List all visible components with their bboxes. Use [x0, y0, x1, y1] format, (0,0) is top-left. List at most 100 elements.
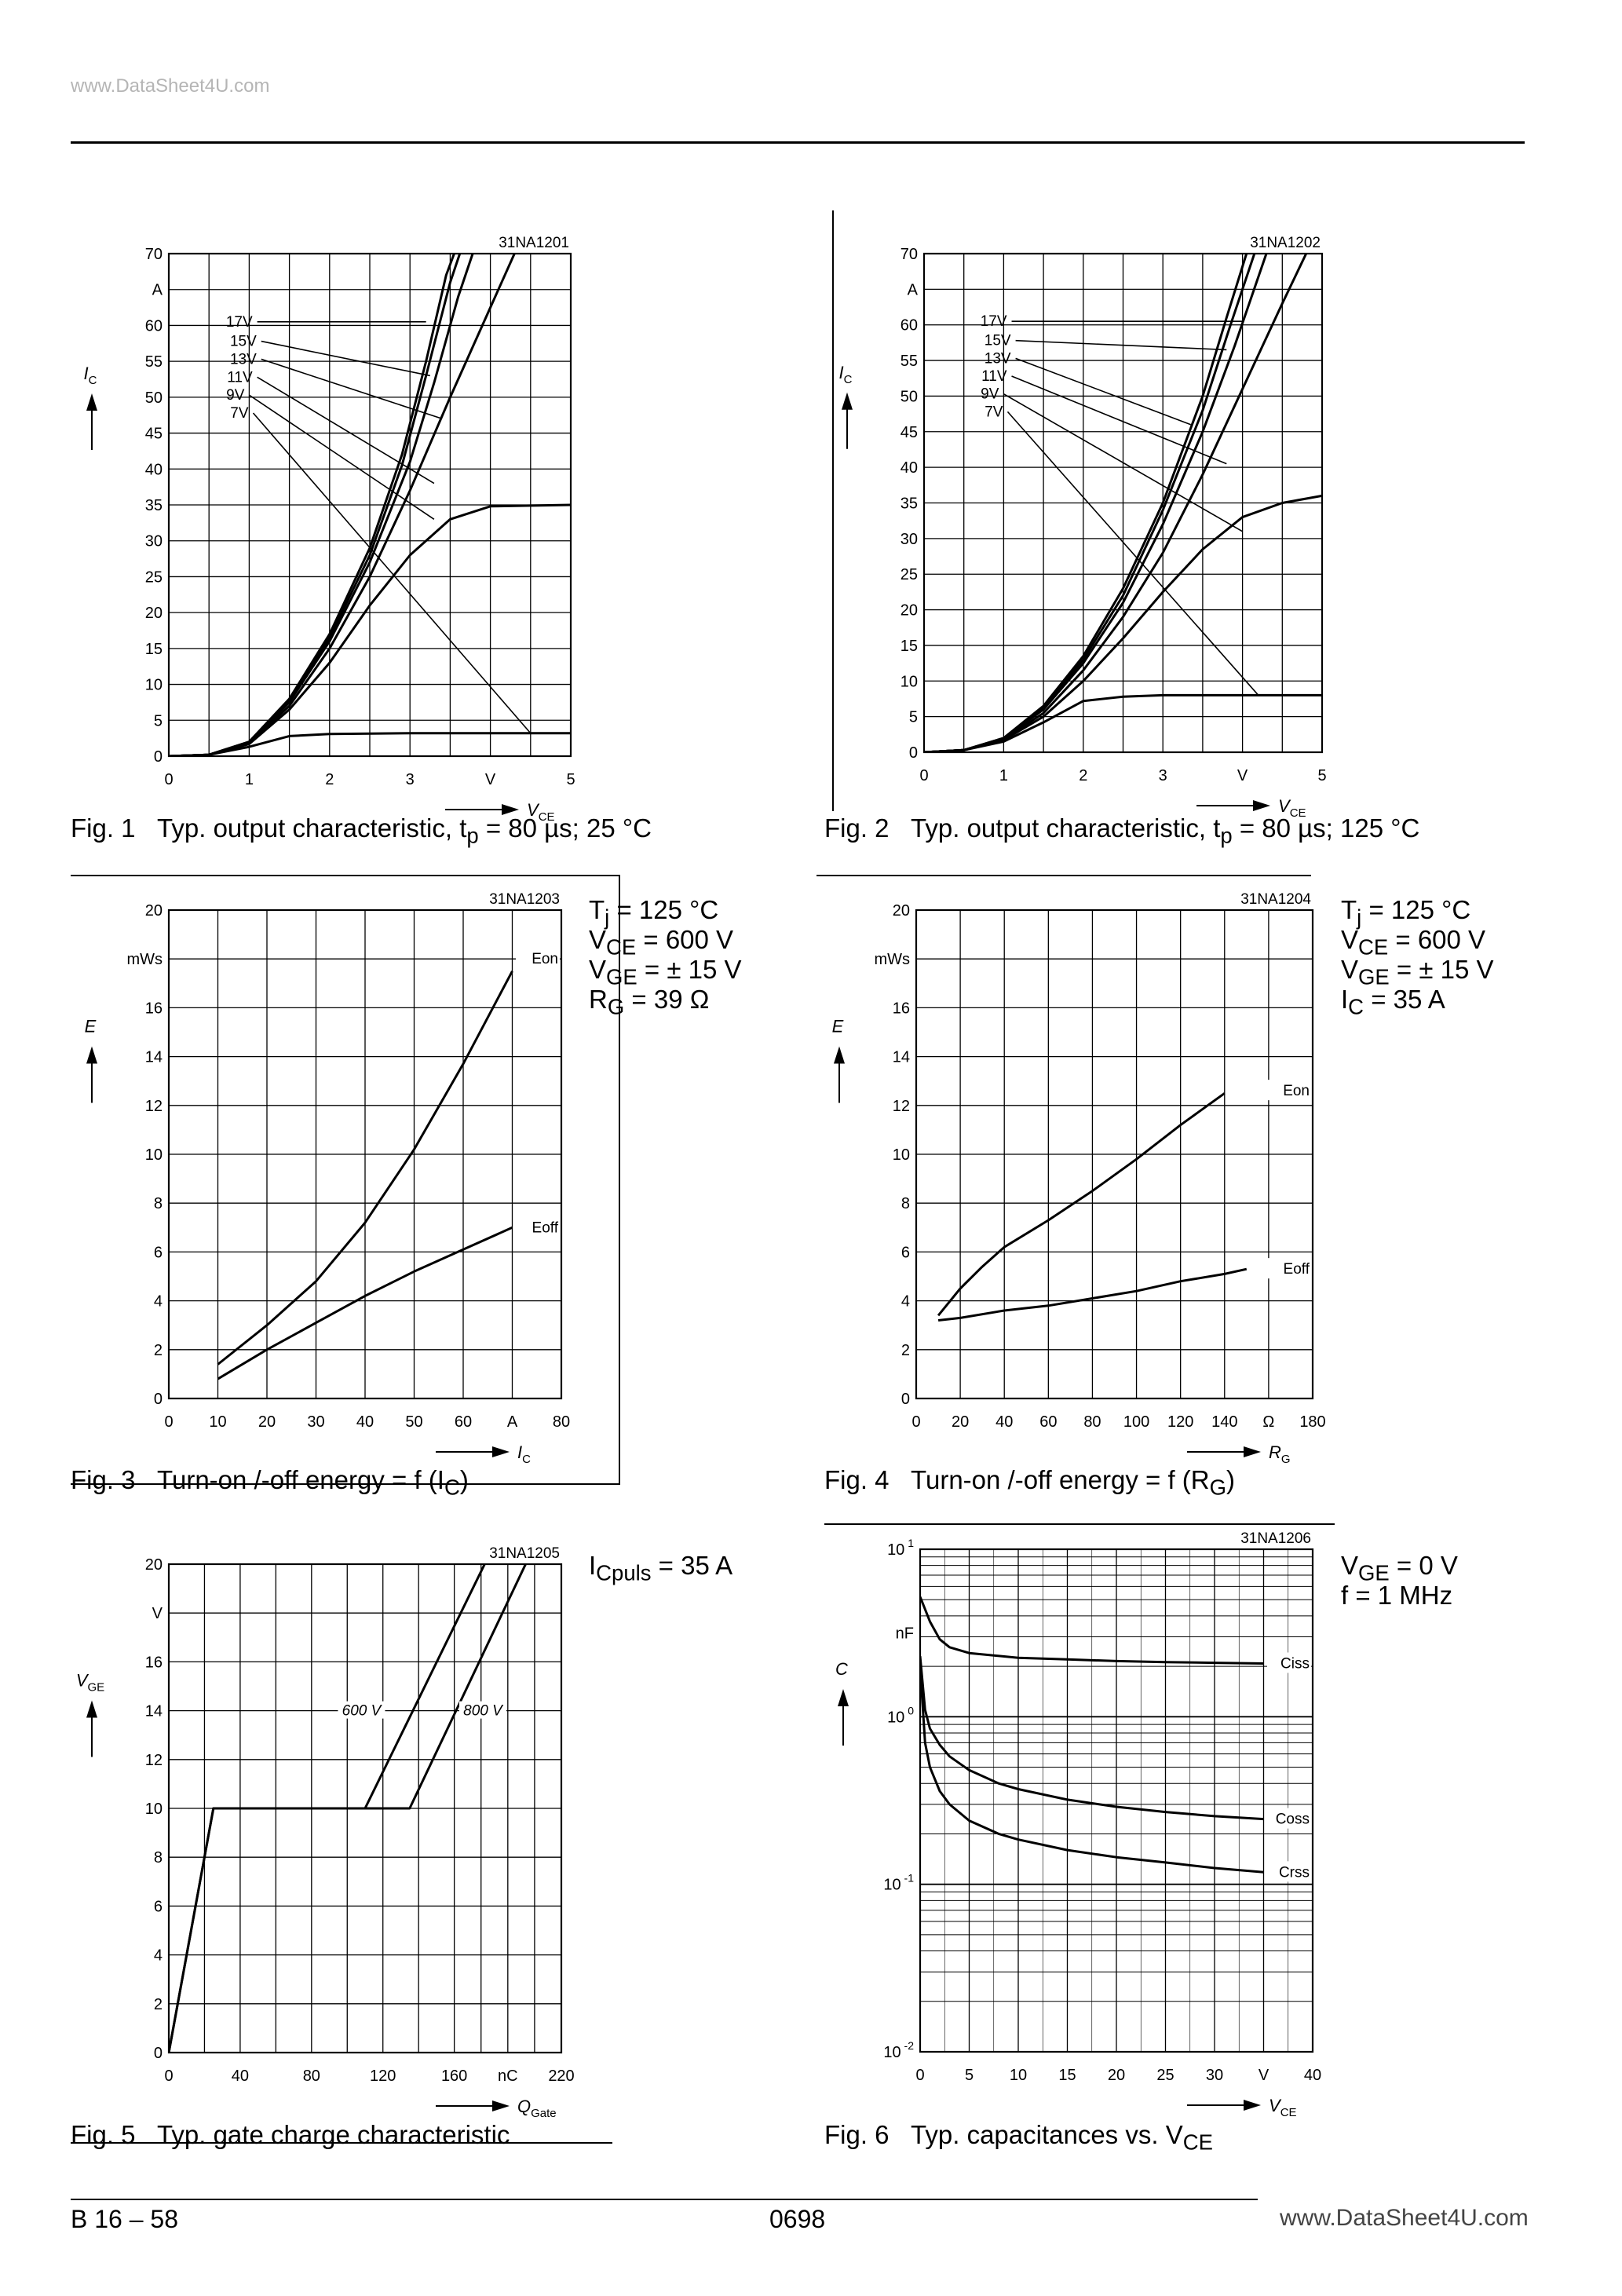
fig2-leader-1 [1015, 339, 1227, 351]
fig4-ytick-4: 8 [901, 1195, 910, 1212]
fig1-xtick-0: 0 [164, 771, 173, 788]
fig3-chart: 0 10 20 30 40 50 60 A 80 0 2 4 6 8 10 12 14 16 mWs 20 31NA12… [85, 891, 570, 1466]
fig2-ytick-11: 55 [901, 353, 918, 370]
fig1-ytick-13: A [152, 282, 163, 299]
top-rule [71, 141, 1525, 144]
fig2-ytick-9: 45 [901, 424, 918, 441]
fig5-xtick-5: nC [498, 2067, 518, 2085]
fig2-caption: Fig. 2 Typ. output characteristic, tp = … [824, 813, 1420, 848]
fig2-ytick-14: 70 [901, 246, 918, 263]
fig3-xtick-2: 20 [258, 1413, 276, 1431]
fig3-condition-1: VCE = 600 V [589, 925, 734, 960]
fig5-ytick-3: 6 [154, 1898, 163, 1915]
fig2-series-label-0: 17V [981, 313, 1007, 330]
fig6-xtick-5: 25 [1156, 2067, 1174, 2084]
fig6-xtick-1: 5 [965, 2067, 974, 2084]
fig3-ytick-0: 0 [154, 1391, 163, 1408]
fig4-xtick-1: 20 [952, 1413, 969, 1431]
fig6-xtick-4: 20 [1108, 2067, 1125, 2084]
fig3-condition-0: Tj = 125 °C [589, 895, 719, 930]
fig5-xtick-2: 80 [303, 2067, 320, 2085]
fig1-ylabel: IC [84, 364, 97, 387]
fig3-xaxis-arrow [436, 1446, 510, 1457]
fig4-series-1 [937, 1267, 1248, 1322]
fig6-grid [919, 1548, 1314, 2053]
fig5-caption: Fig. 5 Typ. gate charge characteristic [71, 2120, 510, 2149]
fig5-ytick-1: 2 [154, 1996, 163, 2013]
fig4-xaxis-arrow [1187, 1446, 1261, 1457]
fig5-bottom-rule [71, 2142, 612, 2144]
fig6-ylabel: C [835, 1659, 848, 1679]
fig3-bottom-rule [71, 1483, 620, 1485]
fig5-ytick-0: 0 [154, 2045, 163, 2062]
fig2-xtick-3: 3 [1159, 767, 1167, 784]
fig5-xtick-6: 220 [548, 2067, 574, 2085]
fig1-series-label-4: 9V [226, 387, 245, 404]
fig4-condition-0: Tj = 125 °C [1341, 895, 1471, 930]
fig5-series-label-1: 800 V [463, 1703, 504, 1720]
fig4-chart: 0 20 40 60 80 100 120 140 Ω 180 0 2 4 6 8 10 12 14 16 mWs 20… [832, 891, 1326, 1466]
fig1-ytick-8: 40 [145, 461, 163, 478]
fig4-xtick-0: 0 [911, 1413, 920, 1431]
fig4-grid [915, 909, 1314, 1400]
fig2-ytick-13: A [908, 281, 919, 298]
fig3-xtick-4: 40 [356, 1413, 374, 1431]
footer-watermark: www.DataSheet4U.com [1280, 2205, 1529, 2231]
fig5-ytick-6: 12 [145, 1752, 163, 1769]
fig4-xtick-6: 120 [1167, 1413, 1193, 1431]
fig2-ytick-4: 20 [901, 602, 918, 620]
fig4-ytick-6: 12 [893, 1098, 910, 1115]
fig4-xtick-8: Ω [1262, 1413, 1274, 1431]
fig5-ytick-7: 14 [145, 1703, 163, 1720]
fig6-ytick-2: 10 0 [887, 1704, 914, 1726]
fig2-ytick-10: 50 [901, 388, 918, 405]
fig2-series-label-5: 7V [985, 404, 1003, 420]
fig6-xtick-7: V [1259, 2067, 1269, 2084]
fig4-xtick-3: 60 [1039, 1413, 1057, 1431]
fig1-xtick-5: 5 [566, 771, 575, 788]
fig3-ytick-4: 8 [154, 1195, 163, 1212]
fig6-ytick-1: nF [896, 1625, 914, 1643]
fig5-xtick-1: 40 [232, 2067, 249, 2085]
fig2-xtick-2: 2 [1079, 767, 1087, 784]
fig6-xtick-8: 40 [1304, 2067, 1321, 2084]
fig1-series-5 [169, 732, 571, 756]
fig3-ytick-5: 10 [145, 1146, 163, 1164]
fig4-ytick-10: 20 [893, 902, 910, 919]
fig3-condition-3: RG = 39 Ω [589, 985, 710, 1019]
fig1-xtick-3: 3 [406, 771, 415, 788]
fig1-ytick-12: 60 [145, 317, 163, 335]
fig1-ytick-4: 20 [145, 605, 163, 622]
fig6-xtick-0: 0 [915, 2067, 924, 2084]
fig4-xlabel: RG [1269, 1442, 1291, 1466]
fig6-yaxis-arrow [838, 1689, 849, 1746]
fig1-code: 31NA1201 [499, 235, 569, 251]
fig3-xtick-3: 30 [307, 1413, 324, 1431]
fig5-xtick-4: 160 [441, 2067, 467, 2085]
fig6-condition-0: VGE = 0 V [1341, 1551, 1458, 1585]
fig2-series-5 [924, 693, 1322, 752]
fig2-series-label-1: 15V [985, 333, 1011, 349]
fig2-side-rule [832, 210, 834, 811]
fig4-condition-1: VCE = 600 V [1341, 925, 1486, 960]
fig4-ylabel: E [832, 1017, 844, 1036]
fig2-chart: 0 1 2 3 V 5051015202530354045505560A7031NA120… [839, 235, 1327, 820]
fig5-grid [167, 1563, 563, 2054]
fig6-ytick-3: 10 -1 [883, 1872, 914, 1894]
fig1-series-label-1: 15V [230, 334, 257, 350]
fig6-series-2 [920, 1666, 1264, 1874]
fig2-leader-3 [1011, 375, 1227, 465]
fig1-ytick-10: 50 [145, 389, 163, 407]
fig1-ytick-1: 5 [154, 712, 163, 729]
fig5-series-1 [169, 1564, 527, 2053]
fig1-leader-4 [248, 394, 435, 520]
fig1-ytick-5: 25 [145, 569, 163, 586]
fig2-series-label-3: 11V [981, 368, 1007, 385]
fig1-xtick-4: V [485, 771, 496, 788]
fig1-ytick-2: 10 [145, 677, 163, 694]
fig3-ytick-8: 16 [145, 1000, 163, 1017]
fig5-chart: 0 40 80 120 160 nC 220 0 2 4 6 8 10 12 14 16 V 20 31NA1205… [76, 1545, 575, 2120]
doc-code: 0698 [769, 2205, 826, 2233]
fig3-ylabel: E [85, 1017, 97, 1036]
fig3-grid [167, 909, 563, 1400]
